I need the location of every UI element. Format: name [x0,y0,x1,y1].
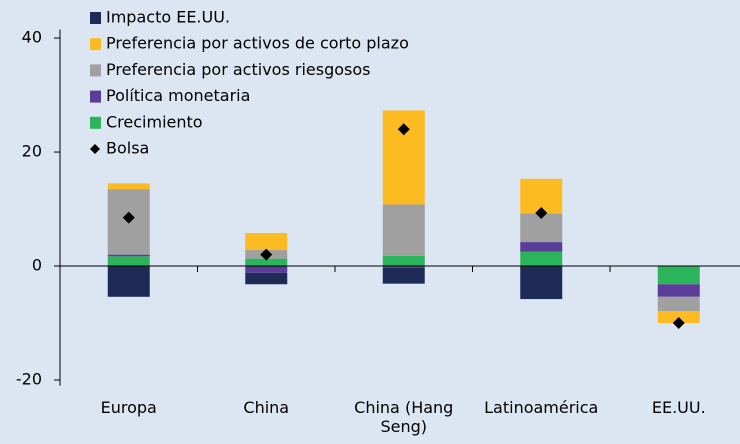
x-tick-label: Europa [100,398,157,417]
bar-segment [520,251,563,267]
bar-segment [245,272,288,285]
x-tick-label: China (Hang Seng) [354,398,454,436]
bar-segment [382,255,425,267]
bar-segment [382,266,425,268]
x-tick-label: Latinoamérica [484,398,599,417]
bar-segment [245,266,288,273]
y-tick-label: 0 [32,256,42,275]
legend-marker [90,144,100,154]
marker [535,207,548,220]
legend-swatch [90,90,101,103]
legend-swatch [90,12,101,24]
y-tick-label: 40 [22,28,42,47]
x-label-box: China [243,398,290,417]
bar-segment [107,254,150,257]
bar-segment [520,266,563,300]
bar-segment [107,256,150,267]
legend-swatch [90,38,101,51]
legend-swatch [90,116,101,129]
y-tick-label: -20 [16,370,42,389]
legend-label: Preferencia por activos de corto plazo [106,34,409,53]
bar-segment [382,267,425,284]
x-label-box: Europa [100,398,157,417]
bar-segment [382,204,425,256]
legend-label: Crecimiento [106,112,203,131]
x-label-box: Latinoamérica [484,398,599,417]
marker [260,248,273,261]
marker [672,317,685,330]
bar-segment [107,266,150,297]
bar-segment [657,296,700,312]
x-tick-label: EE.UU. [651,398,706,417]
bar-segment [245,232,288,251]
bar-segment [245,258,288,267]
legend-label: Política monetaria [106,86,250,105]
x-label-box: China (Hang Seng) [354,398,454,436]
bar-segment [107,183,150,190]
bar-segment [657,266,700,285]
x-tick-label: China [243,398,290,417]
marker [122,211,135,224]
bar-segment [520,242,563,252]
legend-swatch [90,64,101,77]
legend-label: Impacto EE.UU. [106,8,230,27]
y-tick-label: 20 [22,142,42,161]
x-label-box: EE.UU. [651,398,706,417]
bar-segment [657,284,700,297]
legend-label: Preferencia por activos riesgosos [106,60,370,79]
legend-label: Bolsa [106,139,149,158]
marker [397,123,410,136]
